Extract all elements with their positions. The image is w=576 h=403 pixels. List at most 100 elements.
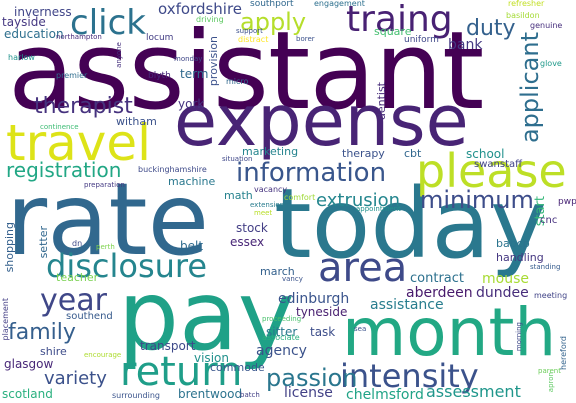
word-inverness: inverness [14, 5, 72, 19]
word-belt: belt [180, 239, 204, 253]
word-traing: traing [346, 0, 453, 40]
word-stock: stock [236, 221, 268, 235]
word-dn: dn [72, 239, 83, 248]
word-extrusion: extrusion [316, 190, 401, 211]
word-southend: southend [66, 311, 113, 322]
word-anyone: anyone [115, 42, 123, 68]
word-bank: bank [448, 37, 483, 53]
word-therapist: therapist [34, 94, 133, 119]
word-meeting: meeting [534, 291, 568, 300]
word-transport: transport [140, 339, 196, 353]
word-dentist: dentist [375, 82, 388, 121]
word-chelmsford: chelmsford [346, 387, 424, 403]
word-york: york [178, 97, 205, 111]
word-swanstaff: swanstaff [474, 159, 523, 170]
word-southport: southport [250, 0, 294, 9]
word-sea: sea [354, 325, 367, 333]
word-handling: handling [496, 251, 544, 264]
word-aberdeen: aberdeen [406, 285, 473, 301]
word-information: information [236, 158, 387, 188]
word-parent: parent [538, 367, 561, 375]
word-surrounding: surrounding [112, 391, 160, 400]
word-sitter: sitter [266, 325, 298, 339]
word-square: square [374, 25, 412, 38]
word-witham: witham [116, 115, 157, 128]
word-essex: essex [230, 235, 265, 249]
word-comfort: comfort [284, 193, 316, 202]
word-cbt: cbt [404, 147, 422, 160]
word-premier: premier [56, 71, 88, 80]
word-proceeding: proceeding [262, 315, 302, 323]
word-registration: registration [6, 158, 122, 182]
word-edinburgh: edinburgh [278, 291, 350, 307]
word-perth: perth [96, 243, 115, 251]
word-mouse: mouse [482, 271, 529, 287]
word-therapy: therapy [342, 147, 385, 160]
word-continence: continence [40, 123, 79, 131]
word-commode: commode [210, 361, 265, 374]
word-math: math [224, 189, 253, 202]
word-situation: situation [222, 155, 253, 163]
word-micro: micro [226, 77, 249, 86]
word-vision: vision [194, 351, 229, 365]
word-click: click [70, 3, 146, 43]
word-passion: passion [266, 364, 358, 392]
word-northampton: northampton [56, 33, 102, 41]
word-harlow: harlow [8, 53, 35, 62]
word-family: family [8, 320, 76, 345]
word-minimum: minimum [420, 186, 534, 214]
word-license: license [284, 385, 333, 401]
word-glasgow: glasgow [4, 357, 54, 371]
word-support: support [236, 27, 263, 35]
word-shopping: shopping [3, 222, 16, 273]
word-tayside: tayside [2, 15, 46, 29]
word-expense: expense [174, 80, 469, 162]
word-driving: driving [196, 15, 224, 24]
word-genuine: genuine [530, 21, 563, 30]
word-marketing: marketing [242, 145, 299, 158]
word-vacancy: vacancy [254, 185, 288, 194]
word-extension: extension [250, 201, 285, 209]
word-term: term [180, 67, 209, 81]
word-tyneside: tyneside [296, 305, 348, 319]
word-march: march [260, 265, 295, 278]
word-assistant: assistant [8, 9, 484, 134]
word-morning: morning [515, 322, 523, 352]
word-standing: standing [530, 263, 561, 271]
word-pay: pay [118, 260, 295, 372]
word-associate: associate [262, 333, 300, 342]
word-contract: contract [410, 271, 464, 286]
word-preparation: preparation [84, 181, 125, 189]
word-travel: travel [6, 114, 152, 172]
word-encourage: encourage [84, 351, 122, 359]
word-placement: placement [1, 298, 10, 341]
word-machine: machine [168, 175, 216, 188]
word-education: education [4, 27, 64, 41]
word-appointment: appointment [356, 205, 401, 213]
word-brentwood: brentwood [178, 387, 243, 401]
word-locum: locum [146, 33, 174, 43]
word-vancy: vancy [282, 275, 303, 283]
word-area: area [318, 245, 408, 291]
word-teacher: teacher [56, 271, 99, 284]
word-assistance: assistance [370, 297, 444, 313]
word-cnc: cnc [540, 215, 558, 226]
word-hereford: hereford [559, 336, 568, 370]
word-month: month [342, 294, 557, 371]
word-duty: duty [466, 16, 516, 41]
word-year: year [40, 283, 107, 318]
word-dundee: dundee [476, 285, 529, 301]
word-apply: apply [240, 8, 307, 36]
word-intensity: intensity [340, 357, 479, 395]
word-engagement: engagement [314, 0, 365, 8]
word-provision: provision [207, 36, 220, 87]
word-variety: variety [44, 368, 107, 389]
word-applicant: applicant [516, 32, 544, 144]
word-buckinghamshire: buckinghamshire [138, 165, 207, 174]
word-scotland: scotland [2, 387, 53, 401]
word-please: please [416, 144, 567, 198]
word-uniform: uniform [404, 35, 439, 45]
word-return: return [120, 349, 243, 395]
word-agency: agency [256, 343, 307, 359]
